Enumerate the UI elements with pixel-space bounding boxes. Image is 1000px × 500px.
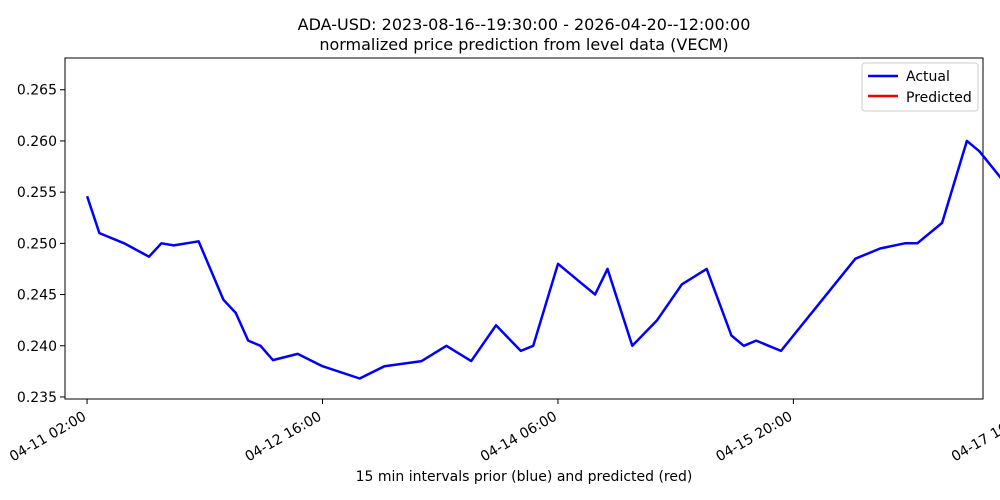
x-tick-label: 04-15 20:00 bbox=[713, 409, 795, 466]
y-tick-label: 0.240 bbox=[17, 339, 57, 355]
legend: Actual Predicted bbox=[861, 62, 979, 112]
plot-area bbox=[64, 57, 984, 400]
y-tick-label: 0.260 bbox=[17, 134, 57, 150]
x-tick-label: 04-14 06:00 bbox=[478, 409, 560, 466]
chart-subtitle: normalized price prediction from level d… bbox=[319, 35, 728, 54]
legend-actual-label: Actual bbox=[906, 69, 950, 85]
chart-title: ADA-USD: 2023-08-16--19:30:00 - 2026-04-… bbox=[298, 15, 751, 34]
x-axis: 04-11 02:00 04-12 16:00 04-14 06:00 04-15 2… bbox=[7, 399, 1000, 465]
y-tick-label: 0.245 bbox=[17, 288, 57, 304]
x-tick-label: 04-11 02:00 bbox=[7, 409, 89, 466]
y-axis: 0.235 0.240 0.245 0.250 0.255 0.260 0.265 bbox=[17, 83, 65, 406]
y-tick-label: 0.265 bbox=[17, 83, 57, 99]
y-tick-label: 0.250 bbox=[17, 236, 57, 252]
y-tick-label: 0.255 bbox=[17, 185, 57, 201]
x-tick-label: 04-12 16:00 bbox=[242, 409, 324, 466]
legend-predicted-label: Predicted bbox=[906, 90, 972, 106]
y-tick-label: 0.235 bbox=[17, 390, 57, 406]
x-tick-label: 04-17 10:00 bbox=[949, 409, 1000, 466]
x-axis-label: 15 min intervals prior (blue) and predic… bbox=[356, 469, 693, 485]
series-actual-line bbox=[85, 139, 1000, 380]
